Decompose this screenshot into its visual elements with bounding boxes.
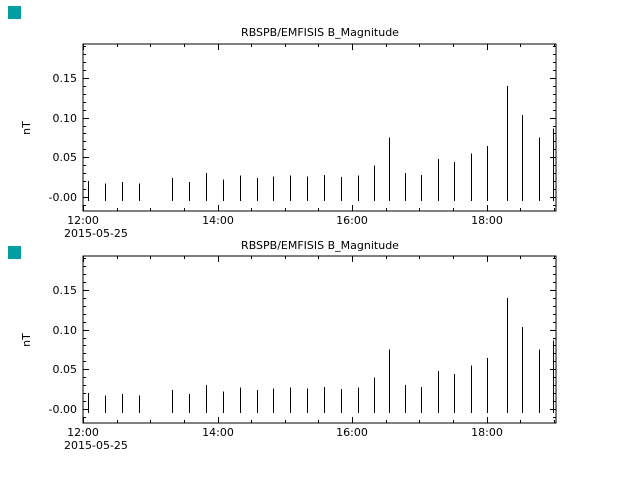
panel1-title: RBSPB/EMFISIS B_Magnitude: [241, 26, 399, 39]
teal-marker-icon: [8, 246, 21, 259]
panel-frame: [82, 43, 557, 212]
panel-1-plot-area: [82, 43, 557, 212]
panel1-ytick-0: -0.00: [49, 191, 77, 204]
panel2-date-label: 2015-05-25: [64, 439, 128, 452]
panel-frame: [82, 255, 557, 424]
panel2-xtick-0: 12:00: [67, 426, 99, 439]
panel2-ytick-2: 0.10: [53, 324, 78, 337]
ticks: [83, 44, 556, 211]
panel2-y-axis-label: nT: [20, 333, 33, 347]
panel1-ytick-1: 0.05: [53, 151, 78, 164]
panel2-ytick-0: -0.00: [49, 403, 77, 416]
panel1-xtick-3: 18:00: [471, 214, 503, 227]
panel1-date-label: 2015-05-25: [64, 227, 128, 240]
panel1-ytick-3: 0.15: [53, 72, 78, 85]
panel1-xtick-2: 16:00: [336, 214, 368, 227]
panel2-xtick-3: 18:00: [471, 426, 503, 439]
panel1-xtick-1: 14:00: [202, 214, 234, 227]
ticks: [83, 256, 556, 423]
data-spikes: [88, 85, 554, 202]
panel2-ytick-3: 0.15: [53, 284, 78, 297]
panel2-xtick-2: 16:00: [336, 426, 368, 439]
panel-2-plot-area: [82, 255, 557, 424]
panel1-ytick-2: 0.10: [53, 112, 78, 125]
panel2-title: RBSPB/EMFISIS B_Magnitude: [241, 239, 399, 252]
data-spikes: [88, 297, 554, 414]
panel1-y-axis-label: nT: [20, 121, 33, 135]
panel1-xtick-0: 12:00: [67, 214, 99, 227]
panel2-ytick-1: 0.05: [53, 363, 78, 376]
panel2-xtick-1: 14:00: [202, 426, 234, 439]
teal-marker-icon: [8, 6, 21, 19]
